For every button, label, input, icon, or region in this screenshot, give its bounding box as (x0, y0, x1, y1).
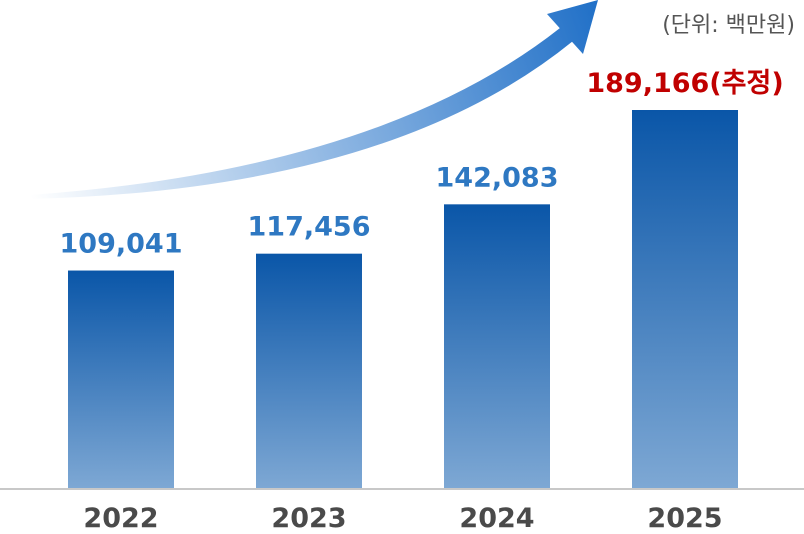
value-label-2024: 142,083 (436, 162, 559, 193)
unit-label: (단위: 백만원) (662, 13, 795, 38)
bars-group (68, 110, 738, 489)
trend-arrow-head (547, 0, 598, 54)
value-label-2022: 109,041 (60, 229, 183, 260)
trend-arrow-body (30, 28, 573, 199)
x-tick-2023: 2023 (271, 503, 346, 534)
x-tick-2024: 2024 (459, 503, 534, 534)
value-labels-group: 109,041 117,456 142,083 189,166(추정) (60, 68, 784, 260)
bar-2022 (68, 270, 174, 489)
value-label-2023: 117,456 (248, 212, 371, 243)
trend-arrow (30, 0, 598, 199)
x-axis-ticks: 2022 2023 2024 2025 (83, 503, 722, 534)
bar-2024 (444, 204, 550, 489)
bar-2025 (632, 110, 738, 489)
value-label-2025: 189,166(추정) (586, 68, 783, 99)
bar-2023 (256, 253, 362, 489)
x-tick-2022: 2022 (83, 503, 158, 534)
x-tick-2025: 2025 (647, 503, 722, 534)
